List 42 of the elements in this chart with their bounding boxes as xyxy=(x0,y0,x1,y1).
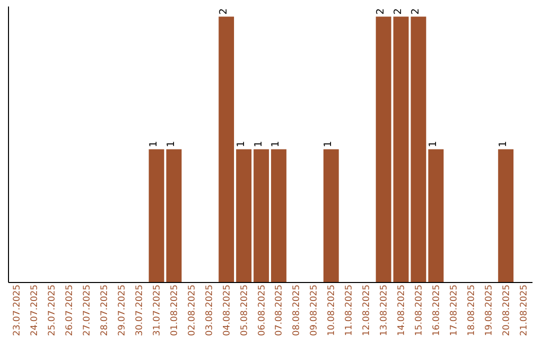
data-label: 2 xyxy=(410,8,422,15)
x-tick-label: 05.08.2025 xyxy=(240,284,250,336)
data-label: 1 xyxy=(148,140,160,148)
x-tick-label: 17.08.2025 xyxy=(449,284,460,336)
x-tick-label: 11.08.2025 xyxy=(344,284,355,336)
x-tick-label: 08.08.2025 xyxy=(292,284,302,336)
data-label: 1 xyxy=(236,140,247,148)
x-tick-label: 03.08.2025 xyxy=(204,284,215,336)
x-tick-label: 14.08.2025 xyxy=(397,284,407,336)
x-tick-label: 23.07.2025 xyxy=(12,284,23,336)
x-tick-label: 28.07.2025 xyxy=(100,284,110,336)
data-label: 1 xyxy=(323,140,334,148)
x-tick-label: 04.08.2025 xyxy=(222,284,232,336)
data-label: 1 xyxy=(253,140,264,148)
x-tick-label: 02.08.2025 xyxy=(187,284,198,336)
data-label: 2 xyxy=(393,8,404,15)
x-tick-label: 26.07.2025 xyxy=(65,284,76,336)
x-tick-label: 29.07.2025 xyxy=(118,284,128,336)
x-tick-label: 31.07.2025 xyxy=(152,284,162,336)
data-label: 1 xyxy=(498,140,509,148)
x-tick-label: 09.08.2025 xyxy=(310,284,320,336)
data-label: 1 xyxy=(270,140,282,148)
data-label: 2 xyxy=(218,8,230,15)
x-tick-label: 24.07.2025 xyxy=(30,284,40,336)
data-label: 2 xyxy=(376,8,387,15)
x-tick-label: 12.08.2025 xyxy=(362,284,372,336)
x-tick-label: 30.07.2025 xyxy=(135,284,145,336)
data-label: 1 xyxy=(166,140,177,148)
x-tick-label: 06.08.2025 xyxy=(257,284,268,336)
x-tick-label: 01.08.2025 xyxy=(170,284,180,336)
x-tick-label: 18.08.2025 xyxy=(466,284,477,336)
x-tick-label: 25.07.2025 xyxy=(48,284,58,336)
x-tick-label: 20.08.2025 xyxy=(502,284,512,336)
x-tick-label: 15.08.2025 xyxy=(414,284,424,336)
x-tick-label: 27.07.2025 xyxy=(82,284,93,336)
x-tick-label: 21.08.2025 xyxy=(519,284,530,336)
x-tick-label: 10.08.2025 xyxy=(327,284,338,336)
data-label: 1 xyxy=(428,140,439,148)
x-tick-label: 13.08.2025 xyxy=(380,284,390,336)
x-tick-label: 16.08.2025 xyxy=(432,284,442,336)
x-tick-label: 19.08.2025 xyxy=(484,284,494,336)
x-tick-label: 07.08.2025 xyxy=(274,284,285,336)
